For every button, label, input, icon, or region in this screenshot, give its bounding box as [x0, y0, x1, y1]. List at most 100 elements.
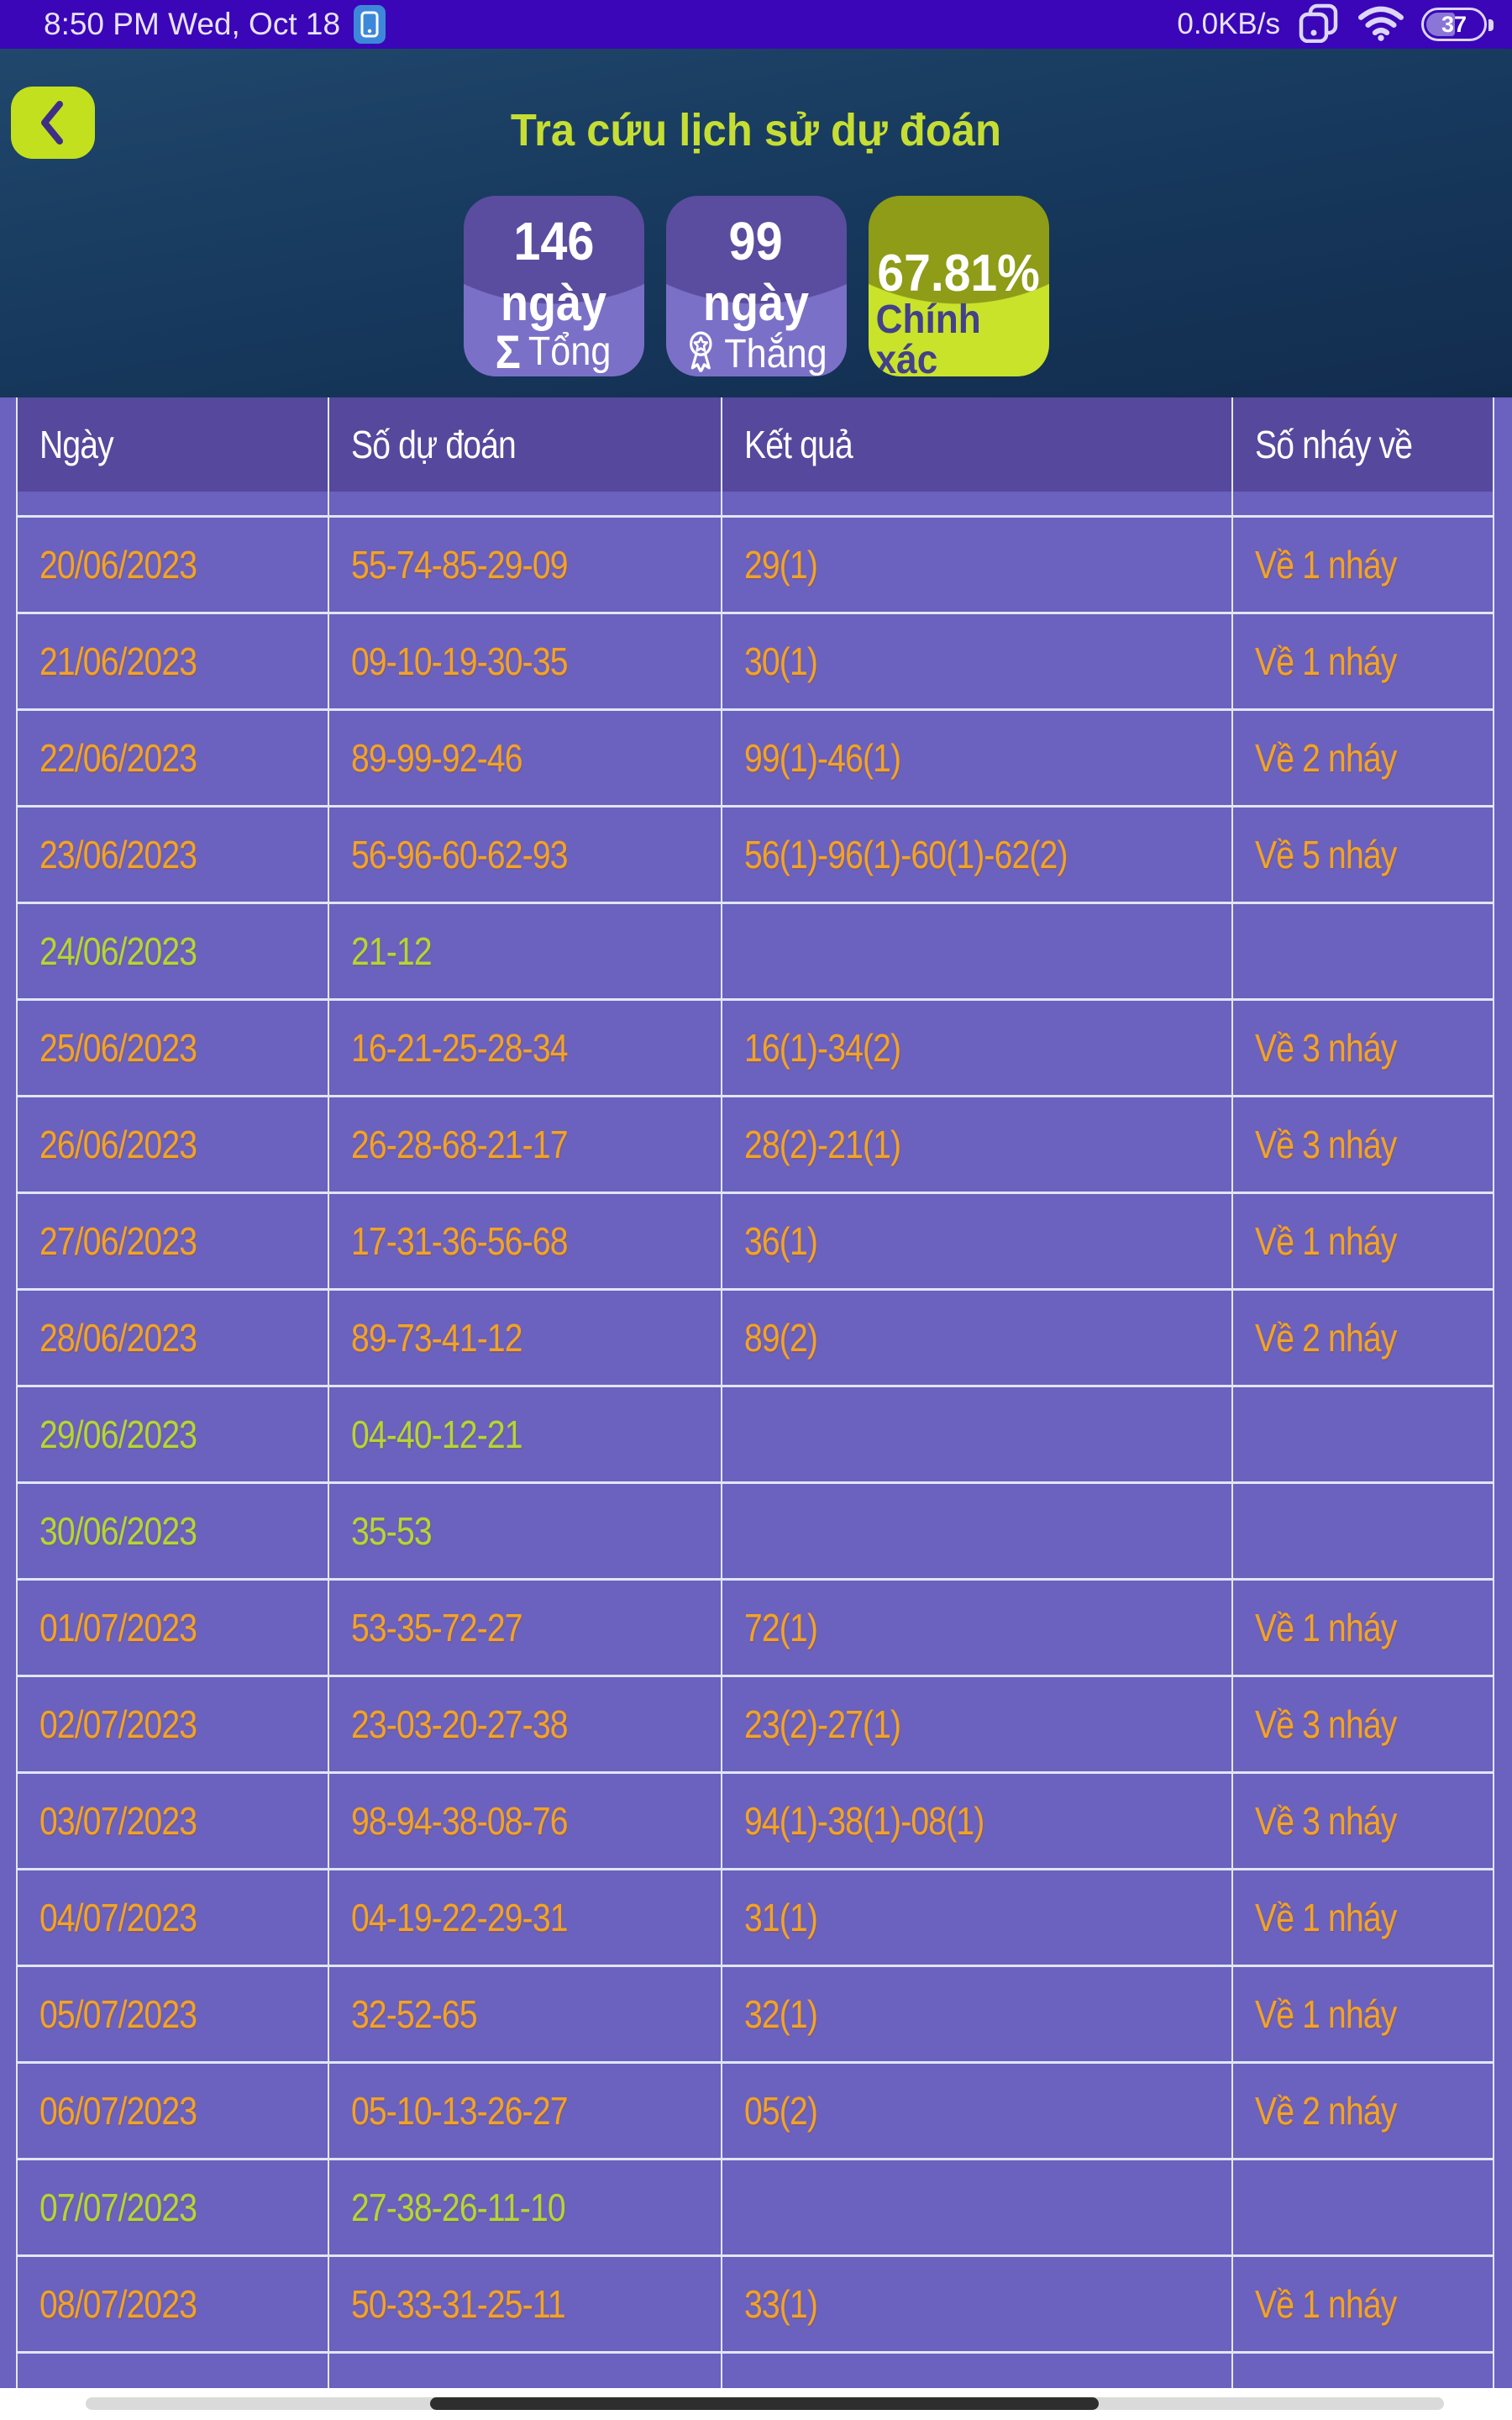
cell-prediction: 23-03-20-27-38: [328, 1677, 721, 1771]
total-label: Tổng: [528, 329, 612, 374]
stat-card-total: 146 ngày Σ Tổng: [463, 196, 644, 376]
table-row: 01/07/2023 53-35-72-27 72(1) Về 1 nháy: [18, 1581, 1493, 1677]
table-row: 24/06/2023 21-12: [18, 904, 1493, 1001]
cell-date: 29/06/2023: [39, 1413, 197, 1456]
cell-result: 29(1): [721, 518, 1231, 612]
app-header: Tra cứu lịch sử dự đoán 146 ngày Σ Tổng …: [0, 49, 1512, 397]
dual-sim-icon: [1297, 3, 1341, 47]
cell-hits: [1231, 2354, 1493, 2388]
cell-date: 03/07/2023: [39, 1799, 197, 1843]
cell-result: 31(1): [721, 1870, 1231, 1965]
wins-label: Thắng: [724, 331, 827, 376]
total-days-unit: ngày: [500, 275, 607, 331]
table-row: 22/06/2023 89-99-92-46 99(1)-46(1) Về 2 …: [18, 711, 1493, 808]
cell-result: 28(2)-21(1): [721, 1097, 1231, 1192]
cell-prediction: 05-10-13-26-27: [328, 2064, 721, 2158]
cell-date: 27/06/2023: [39, 1219, 197, 1263]
table-row: 03/07/2023 98-94-38-08-76 94(1)-38(1)-08…: [18, 1774, 1493, 1870]
cell-date: 06/07/2023: [39, 2089, 197, 2133]
medal-icon: [685, 329, 717, 376]
cell-date: 23/06/2023: [39, 833, 197, 876]
cell-hits: Về 2 nháy: [1231, 2064, 1493, 2158]
cell-prediction: 53-35-72-27: [328, 1581, 721, 1675]
scrolled-row-sliver: [18, 492, 1493, 518]
scrollbar-thumb[interactable]: [430, 2397, 1099, 2410]
cell-date: 20/06/2023: [39, 543, 197, 587]
cell-result: [721, 1484, 1231, 1578]
cell-prediction: 16-21-25-28-34: [328, 1001, 721, 1095]
cell-prediction: 26-28-68-21-17: [328, 1097, 721, 1192]
bottom-bar: [0, 2388, 1512, 2420]
cell-hits: Về 1 nháy: [1231, 1870, 1493, 1965]
cell-prediction: [328, 2354, 721, 2388]
cell-hits: Về 5 nháy: [1231, 808, 1493, 902]
history-table-area[interactable]: Ngày Số dự đoán Kết quả Số nháy về 20/06…: [0, 397, 1512, 2388]
accuracy-label: Chính xác: [875, 297, 981, 377]
cell-date: 21/06/2023: [39, 639, 197, 683]
wifi-icon: [1357, 4, 1404, 45]
table-row: 04/07/2023 04-19-22-29-31 31(1) Về 1 nhá…: [18, 1870, 1493, 1967]
cell-date: 24/06/2023: [39, 929, 197, 973]
status-bar: 8:50 PM Wed, Oct 18 0.0KB/s: [0, 0, 1512, 49]
back-button[interactable]: [11, 87, 95, 159]
cell-result: 89(2): [721, 1291, 1231, 1385]
cell-date: 25/06/2023: [39, 1026, 197, 1070]
table-header-row: Ngày Số dự đoán Kết quả Số nháy về: [18, 397, 1493, 492]
cell-result: [721, 2160, 1231, 2254]
table-row: 30/06/2023 35-53: [18, 1484, 1493, 1581]
cell-hits: Về 2 nháy: [1231, 1291, 1493, 1385]
cell-result: 94(1)-38(1)-08(1): [721, 1774, 1231, 1868]
cell-result: 36(1): [721, 1194, 1231, 1288]
table-body[interactable]: 20/06/2023 55-74-85-29-09 29(1) Về 1 nhá…: [18, 518, 1493, 2388]
phone-app-icon: [354, 5, 386, 44]
chevron-left-icon: [41, 101, 63, 145]
cell-prediction: 89-99-92-46: [328, 711, 721, 805]
column-header-date: Ngày: [39, 423, 114, 466]
cell-date: 02/07/2023: [39, 1702, 197, 1746]
cell-prediction: 09-10-19-30-35: [328, 614, 721, 708]
table-row: 21/06/2023 09-10-19-30-35 30(1) Về 1 nhá…: [18, 614, 1493, 711]
column-header-result: Kết quả: [721, 397, 1231, 492]
cell-hits: Về 1 nháy: [1231, 1581, 1493, 1675]
clock-text: 8:50 PM Wed, Oct 18: [44, 7, 341, 41]
cell-hits: Về 1 nháy: [1231, 1194, 1493, 1288]
table-row: 08/07/2023 50-33-31-25-11 33(1) Về 1 nhá…: [18, 2257, 1493, 2354]
win-days-unit: ngày: [702, 275, 810, 331]
cell-prediction: 04-19-22-29-31: [328, 1870, 721, 1965]
table-row: [18, 2354, 1493, 2388]
cell-date: 28/06/2023: [39, 1316, 197, 1360]
cell-prediction: 21-12: [328, 904, 721, 998]
cell-date: 30/06/2023: [39, 1509, 197, 1553]
win-days-value: 99: [728, 211, 784, 271]
table-row: 27/06/2023 17-31-36-56-68 36(1) Về 1 nhá…: [18, 1194, 1493, 1291]
cell-date: 07/07/2023: [39, 2186, 197, 2229]
cell-result: 99(1)-46(1): [721, 711, 1231, 805]
cell-result: 33(1): [721, 2257, 1231, 2351]
table-row: 29/06/2023 04-40-12-21: [18, 1387, 1493, 1484]
battery-icon: 37: [1421, 8, 1494, 41]
cell-prediction: 27-38-26-11-10: [328, 2160, 721, 2254]
table-row: 23/06/2023 56-96-60-62-93 56(1)-96(1)-60…: [18, 808, 1493, 904]
cell-prediction: 56-96-60-62-93: [328, 808, 721, 902]
cell-result: [721, 1387, 1231, 1481]
cell-date: [18, 2354, 328, 2388]
cell-hits: Về 1 nháy: [1231, 2257, 1493, 2351]
stats-cards: 146 ngày Σ Tổng 99 ngày Thắng: [0, 196, 1512, 376]
cell-hits: Về 2 nháy: [1231, 711, 1493, 805]
stat-card-wins: 99 ngày Thắng: [665, 196, 847, 376]
accuracy-value: 67.81%: [877, 245, 1040, 302]
history-table: Ngày Số dự đoán Kết quả Số nháy về 20/06…: [16, 397, 1494, 2388]
table-row: 05/07/2023 32-52-65 32(1) Về 1 nháy: [18, 1967, 1493, 2064]
cell-result: 32(1): [721, 1967, 1231, 2061]
table-row: 20/06/2023 55-74-85-29-09 29(1) Về 1 nhá…: [18, 518, 1493, 614]
total-days-value: 146: [512, 211, 595, 271]
sigma-icon: Σ: [496, 325, 522, 376]
cell-prediction: 35-53: [328, 1484, 721, 1578]
page-title: Tra cứu lịch sử dự đoán: [510, 105, 1002, 155]
cell-prediction: 55-74-85-29-09: [328, 518, 721, 612]
cell-prediction: 50-33-31-25-11: [328, 2257, 721, 2351]
cell-hits: Về 1 nháy: [1231, 1967, 1493, 2061]
cell-prediction: 89-73-41-12: [328, 1291, 721, 1385]
cell-hits: Về 3 nháy: [1231, 1677, 1493, 1771]
table-row: 25/06/2023 16-21-25-28-34 16(1)-34(2) Về…: [18, 1001, 1493, 1097]
